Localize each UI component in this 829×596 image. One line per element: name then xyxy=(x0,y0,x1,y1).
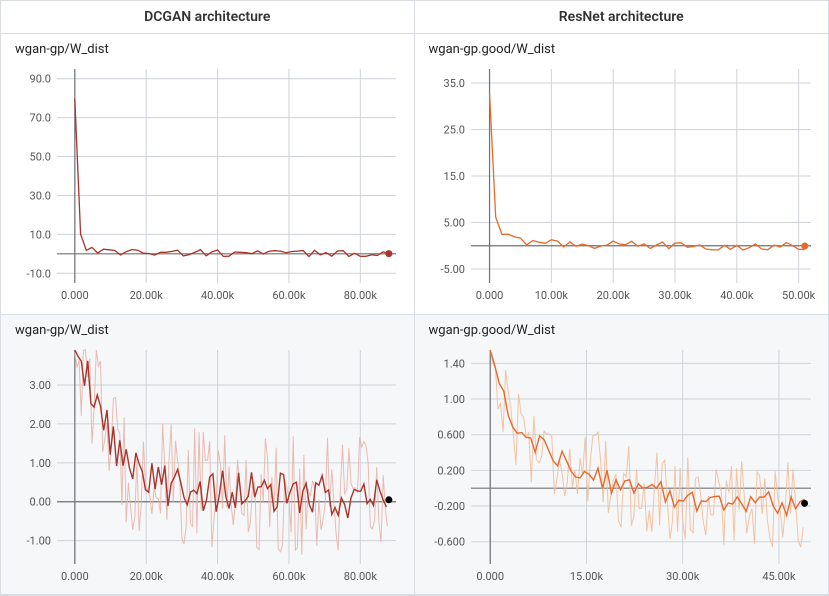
svg-text:80.00k: 80.00k xyxy=(344,289,378,302)
chart-cell-bottom-right: wgan-gp.good/W_dist -0.600 -0.200 0.200 0.6… xyxy=(415,315,829,596)
svg-text:40.00k: 40.00k xyxy=(201,570,235,583)
svg-text:30.00k: 30.00k xyxy=(658,289,692,302)
chart-title: wgan-gp/W_dist xyxy=(15,323,406,338)
chart-canvas[interactable]: -0.600 -0.200 0.200 0.600 1.00 1.40 0.000 15.00… xyxy=(423,344,821,590)
svg-text:0.200: 0.200 xyxy=(437,464,465,477)
svg-text:2.00: 2.00 xyxy=(30,417,51,430)
svg-text:20.00k: 20.00k xyxy=(130,570,164,583)
chart-cell-top-left: wgan-gp/W_dist -10.0 10.0 30.0 50.0 70.0 90.0… xyxy=(1,34,415,315)
svg-text:10.0: 10.0 xyxy=(30,228,51,241)
svg-text:3.00: 3.00 xyxy=(30,379,51,392)
svg-text:-5.00: -5.00 xyxy=(440,263,465,276)
svg-text:0.600: 0.600 xyxy=(437,428,465,441)
svg-text:60.00k: 60.00k xyxy=(272,289,306,302)
chart-title: wgan-gp/W_dist xyxy=(15,42,406,57)
svg-text:30.0: 30.0 xyxy=(30,189,51,202)
svg-text:45.00k: 45.00k xyxy=(762,570,796,583)
svg-text:20.00k: 20.00k xyxy=(130,289,164,302)
column-header-left: DCGAN architecture xyxy=(1,1,415,34)
svg-text:40.00k: 40.00k xyxy=(201,289,235,302)
svg-text:-1.00: -1.00 xyxy=(27,534,52,547)
svg-text:20.00k: 20.00k xyxy=(596,289,630,302)
chart-cell-top-right: wgan-gp.good/W_dist -5.00 5.00 15.0 25.0 35.… xyxy=(415,34,829,315)
svg-text:35.0: 35.0 xyxy=(443,77,464,90)
svg-text:0.000: 0.000 xyxy=(61,289,89,302)
svg-text:-0.600: -0.600 xyxy=(434,535,465,548)
svg-text:15.00k: 15.00k xyxy=(569,570,603,583)
svg-text:-10.0: -10.0 xyxy=(27,267,52,280)
svg-text:1.00: 1.00 xyxy=(443,393,464,406)
chart-canvas[interactable]: -10.0 10.0 30.0 50.0 70.0 90.0 0.000 20.00k 40.0… xyxy=(9,63,406,309)
chart-grid: DCGAN architecture ResNet architecture w… xyxy=(0,0,829,596)
svg-text:80.00k: 80.00k xyxy=(344,570,378,583)
svg-text:1.40: 1.40 xyxy=(443,357,464,370)
svg-text:0.00: 0.00 xyxy=(30,495,51,508)
chart-title: wgan-gp.good/W_dist xyxy=(429,323,821,338)
chart-canvas[interactable]: -1.00 0.00 1.00 2.00 3.00 0.000 20.00k 40.00k 60… xyxy=(9,344,406,590)
chart-cell-bottom-left: wgan-gp/W_dist -1.00 0.00 1.00 2.00 3.00 0.00… xyxy=(1,315,415,596)
svg-text:1.00: 1.00 xyxy=(30,456,51,469)
svg-text:30.00k: 30.00k xyxy=(666,570,700,583)
column-header-right: ResNet architecture xyxy=(415,1,829,34)
svg-text:90.0: 90.0 xyxy=(30,73,51,86)
svg-text:40.00k: 40.00k xyxy=(720,289,754,302)
svg-text:0.000: 0.000 xyxy=(476,570,504,583)
svg-text:0.000: 0.000 xyxy=(475,289,503,302)
svg-text:70.0: 70.0 xyxy=(30,112,51,125)
svg-text:60.00k: 60.00k xyxy=(272,570,306,583)
svg-text:5.00: 5.00 xyxy=(443,217,464,230)
svg-text:0.000: 0.000 xyxy=(61,570,89,583)
svg-text:50.0: 50.0 xyxy=(30,151,51,164)
chart-title: wgan-gp.good/W_dist xyxy=(429,42,821,57)
chart-canvas[interactable]: -5.00 5.00 15.0 25.0 35.0 0.000 10.00k 20.00k 30… xyxy=(423,63,821,309)
svg-text:15.0: 15.0 xyxy=(443,170,464,183)
svg-text:25.0: 25.0 xyxy=(443,123,464,136)
svg-text:10.00k: 10.00k xyxy=(534,289,568,302)
svg-text:50.00k: 50.00k xyxy=(782,289,816,302)
svg-text:-0.200: -0.200 xyxy=(434,500,465,513)
